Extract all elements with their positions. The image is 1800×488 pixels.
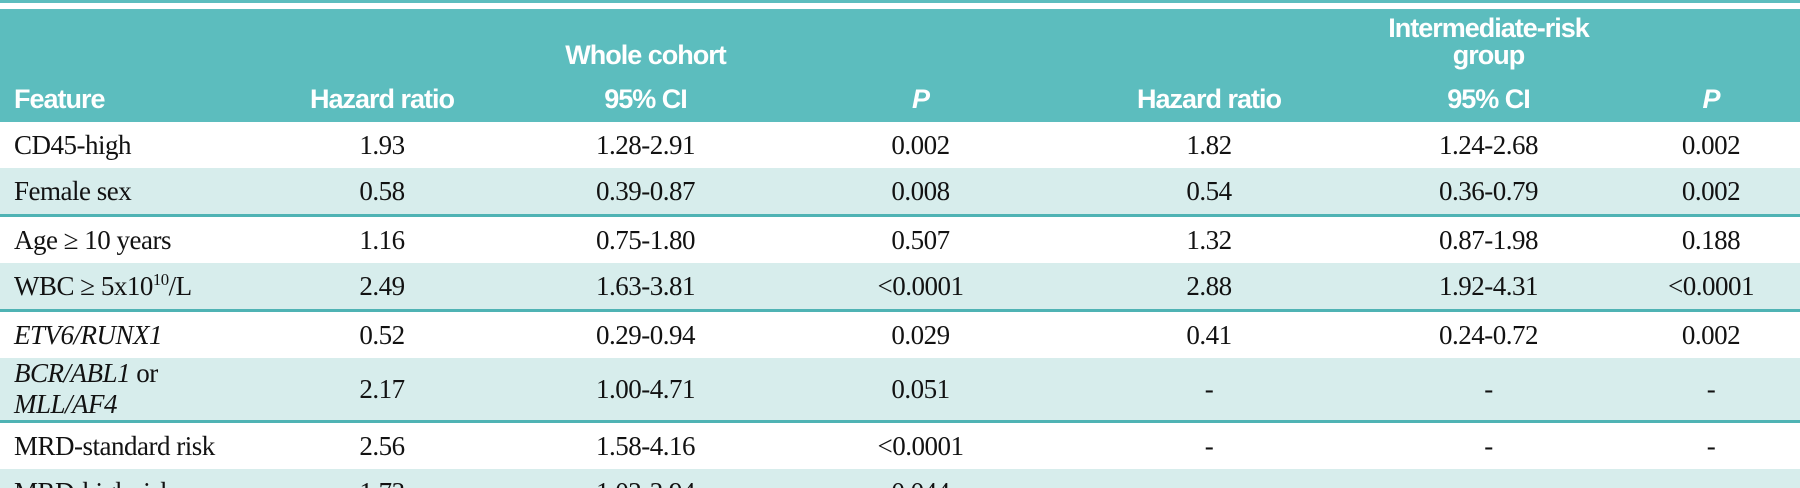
value-cell: 2.17 bbox=[251, 358, 513, 423]
group-header-intermediate-risk: Intermediate-risk group bbox=[1355, 9, 1622, 69]
table-header: Whole cohort Intermediate-risk group Fea… bbox=[0, 9, 1800, 122]
table-row: CD45-high 1.93 1.28-2.91 0.002 1.82 1.24-2.68… bbox=[0, 122, 1800, 168]
value-cell: - bbox=[1063, 469, 1355, 488]
value-cell: 2.49 bbox=[251, 263, 513, 312]
value-cell: 1.28-2.91 bbox=[596, 129, 696, 160]
value-cell: 0.044 bbox=[778, 469, 1063, 488]
value-cell: 1.00-4.71 bbox=[513, 358, 778, 423]
value-cell: - bbox=[1484, 430, 1493, 461]
feature-cell: WBC ≥ 5x1010/L bbox=[0, 263, 251, 312]
value-cell: 0.029 bbox=[891, 319, 950, 350]
value-cell: 0.58 bbox=[251, 168, 513, 217]
value-cell: 0.87-1.98 bbox=[1439, 224, 1539, 255]
feature-cell: Female sex bbox=[0, 168, 251, 217]
group-header-spacer bbox=[1622, 9, 1800, 69]
feature-cell: ETV6/RUNX1 bbox=[14, 319, 163, 350]
column-header-p-intermediate: P bbox=[1622, 69, 1800, 122]
table-row: Female sex 0.58 0.39-0.87 0.008 0.54 0.36-0.7… bbox=[0, 168, 1800, 217]
value-cell: 0.051 bbox=[778, 358, 1063, 423]
table-body: CD45-high 1.93 1.28-2.91 0.002 1.82 1.24-2.68… bbox=[0, 122, 1800, 488]
table-row: WBC ≥ 5x1010/L 2.49 1.63-3.81 <0.0001 2.88 1.… bbox=[0, 263, 1800, 312]
column-header-row: Feature Hazard ratio 95% CI P Hazard rat… bbox=[0, 69, 1800, 122]
group-header-row: Whole cohort Intermediate-risk group bbox=[0, 9, 1800, 69]
value-cell: - bbox=[1355, 358, 1622, 423]
column-header-ci-intermediate: 95% CI bbox=[1355, 69, 1622, 122]
value-cell: 0.54 bbox=[1063, 168, 1355, 217]
value-cell: 0.002 bbox=[1681, 129, 1741, 160]
value-cell: - bbox=[1706, 430, 1716, 461]
value-cell: 1.93 bbox=[359, 129, 405, 160]
value-cell: <0.0001 bbox=[1622, 263, 1800, 312]
value-cell: 0.36-0.79 bbox=[1355, 168, 1622, 217]
value-cell: 0.39-0.87 bbox=[513, 168, 778, 217]
value-cell: 1.24-2.68 bbox=[1439, 129, 1539, 160]
table-row: Age ≥ 10 years 1.16 0.75-1.80 0.507 1.32 0.87… bbox=[0, 216, 1800, 264]
value-cell: 0.507 bbox=[891, 224, 950, 255]
value-cell: 1.16 bbox=[359, 224, 405, 255]
feature-cell: CD45-high bbox=[14, 129, 132, 160]
value-cell: 1.63-3.81 bbox=[513, 263, 778, 312]
value-cell: 0.008 bbox=[778, 168, 1063, 217]
statistics-table: Whole cohort Intermediate-risk group Fea… bbox=[0, 9, 1800, 488]
column-header-hazard-ratio-whole: Hazard ratio bbox=[251, 69, 513, 122]
value-cell: 1.32 bbox=[1186, 224, 1232, 255]
value-cell: 0.75-1.80 bbox=[596, 224, 696, 255]
column-header-p-whole: P bbox=[778, 69, 1063, 122]
value-cell: 1.73 bbox=[251, 469, 513, 488]
value-cell: 0.52 bbox=[359, 319, 405, 350]
value-cell: 1.82 bbox=[1186, 129, 1232, 160]
group-header-spacer bbox=[778, 9, 1063, 69]
column-header-feature: Feature bbox=[0, 69, 251, 122]
value-cell: 0.002 bbox=[1622, 168, 1800, 217]
value-cell: - bbox=[1622, 358, 1800, 423]
value-cell: 1.02-2.94 bbox=[513, 469, 778, 488]
table-top-rule bbox=[0, 0, 1800, 3]
table-row: ETV6/RUNX1 0.52 0.29-0.94 0.029 0.41 0.24-0.7… bbox=[0, 311, 1800, 359]
column-header-hazard-ratio-intermediate: Hazard ratio bbox=[1063, 69, 1355, 122]
feature-cell: BCR/ABL1 or MLL/AF4 bbox=[0, 358, 251, 423]
column-header-ci-whole: 95% CI bbox=[513, 69, 778, 122]
group-header-spacer bbox=[251, 9, 513, 69]
value-cell: - bbox=[1063, 358, 1355, 423]
table-row: MRD-standard risk 2.56 1.58-4.16 <0.0001 - - - bbox=[0, 422, 1800, 470]
value-cell: 0.188 bbox=[1681, 224, 1741, 255]
group-header-spacer bbox=[0, 9, 251, 69]
value-cell: 2.56 bbox=[359, 430, 405, 461]
value-cell: 0.002 bbox=[1681, 319, 1741, 350]
value-cell: <0.0001 bbox=[778, 263, 1063, 312]
value-cell: 2.88 bbox=[1063, 263, 1355, 312]
table-row: MRD-high risk1.731.02-2.940.044--- bbox=[0, 469, 1800, 488]
value-cell: 0.29-0.94 bbox=[596, 319, 696, 350]
feature-cell: MRD-high risk bbox=[0, 469, 251, 488]
value-cell: 1.92-4.31 bbox=[1355, 263, 1622, 312]
value-cell: - bbox=[1355, 469, 1622, 488]
group-header-whole-cohort: Whole cohort bbox=[513, 9, 778, 69]
value-cell: 0.41 bbox=[1186, 319, 1232, 350]
group-header-spacer bbox=[1063, 9, 1355, 69]
value-cell: 0.002 bbox=[891, 129, 950, 160]
feature-cell: MRD-standard risk bbox=[14, 430, 215, 461]
feature-cell: Age ≥ 10 years bbox=[14, 224, 172, 255]
value-cell: - bbox=[1204, 430, 1214, 461]
value-cell: 1.58-4.16 bbox=[596, 430, 696, 461]
table-row: BCR/ABL1 or MLL/AF4 2.17 1.00-4.71 0.051- - - bbox=[0, 358, 1800, 423]
value-cell: 0.24-0.72 bbox=[1439, 319, 1539, 350]
value-cell: - bbox=[1622, 469, 1800, 488]
value-cell: <0.0001 bbox=[877, 430, 964, 461]
